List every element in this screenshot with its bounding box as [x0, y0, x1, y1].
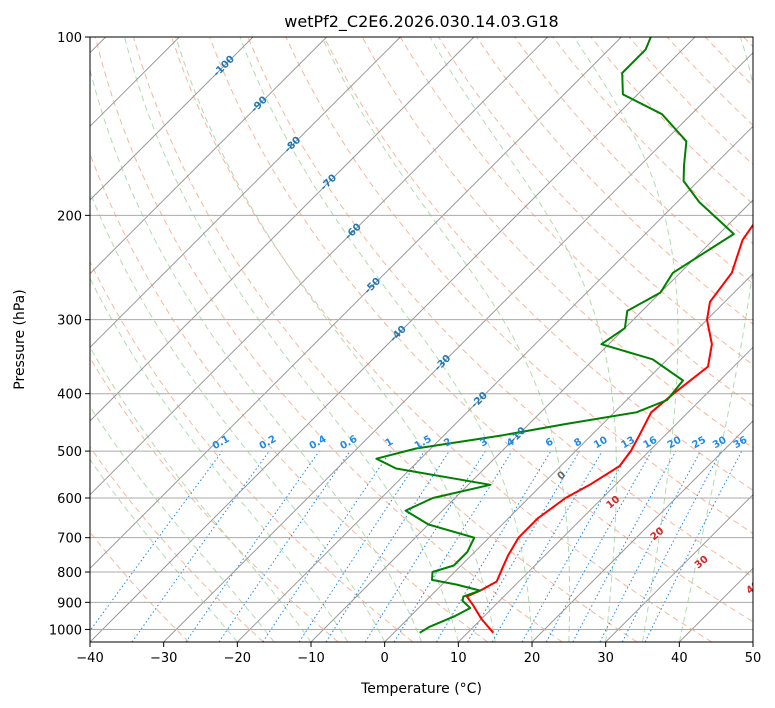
temperature-line: [465, 223, 753, 634]
moist-adiabat: [90, 277, 349, 642]
dry-adiabat: [132, 37, 638, 642]
mixing-ratio-line: [90, 450, 223, 632]
y-tick-label: 100: [57, 31, 82, 46]
x-tick-label: −40: [76, 651, 103, 666]
dewpoint-line: [375, 37, 735, 634]
y-tick-label: 800: [57, 566, 82, 581]
x-tick-label: 40: [671, 651, 688, 666]
mixing-ratio-label: 6: [544, 436, 556, 449]
mixing-ratio-label: 4: [505, 436, 517, 449]
moist-adiabat: [175, 37, 496, 642]
mixing-ratio-line: [644, 450, 743, 642]
dry-adiabat: [90, 260, 414, 642]
mixing-ratio-label: 8: [572, 436, 584, 449]
dry-adiabat: [209, 37, 753, 623]
chart-title: wetPf2_C2E6.2026.030.14.03.G18: [284, 12, 558, 32]
x-tick-label: −10: [297, 651, 324, 666]
axis-layer: −40 −30 −20 −10 0 10 20 30 40 50 100 200 300 400 500 60…: [49, 31, 761, 666]
isotherm-line: [90, 37, 696, 642]
dry-adiabat: [285, 37, 753, 535]
moist-adiabat: [429, 37, 617, 642]
x-tick-label: 20: [524, 651, 541, 666]
isotherm-line: [90, 37, 622, 570]
x-tick-label: 0: [381, 651, 389, 666]
mixing-ratio-line: [545, 450, 653, 642]
x-tick-label: 10: [450, 651, 467, 666]
y-tick-label: 300: [57, 314, 82, 329]
dry-adiabat: [247, 37, 753, 578]
y-tick-label: 200: [57, 209, 82, 224]
data-layer: [375, 37, 753, 634]
x-tick-label: 50: [745, 651, 762, 666]
isotherm-line: [163, 51, 753, 642]
isotherm-line: [310, 199, 753, 642]
isotherm-line: [531, 420, 753, 642]
dry-adiabat: [94, 37, 563, 642]
grid-layer: [90, 37, 753, 642]
moist-adiabat: [573, 37, 679, 642]
mixing-ratio-label: 3: [478, 436, 490, 449]
mixing-ratio-line: [325, 450, 450, 642]
y-axis-label: Pressure (hPa): [12, 289, 28, 389]
y-tick-label: 700: [57, 532, 82, 547]
moist-adiabat: [239, 37, 533, 642]
moist-adiabat: [678, 37, 753, 642]
dry-adiabat: [171, 37, 712, 642]
isotherm-line: [90, 37, 475, 422]
isotherm-line: [457, 346, 753, 642]
moist-adiabat: [90, 405, 275, 642]
dry-adiabat: [514, 37, 753, 285]
moist-adiabat: [90, 67, 422, 642]
y-tick-label: 1000: [49, 623, 82, 638]
moist-adiabat: [321, 37, 571, 642]
y-tick-label: 600: [57, 492, 82, 507]
mixing-ratio-line: [393, 450, 513, 642]
moist-adiabat: [124, 37, 459, 642]
mixing-ratio-line: [298, 450, 425, 642]
dry-adiabat: [476, 37, 753, 325]
dry-adiabat: [90, 356, 339, 642]
dry-adiabat: [323, 37, 753, 491]
plot-frame: [89, 36, 754, 643]
y-tick-label: 400: [57, 388, 82, 403]
mixing-ratio-line: [218, 450, 351, 642]
mixing-ratio-line: [521, 450, 630, 642]
mixing-ratio-line: [131, 450, 270, 642]
x-tick-label: −30: [150, 651, 177, 666]
mixing-ratio-line: [262, 450, 392, 642]
x-axis-label: Temperature (°C): [360, 681, 482, 697]
isotherm-line: [384, 272, 753, 642]
x-tick-label: 30: [597, 651, 614, 666]
isotherm-line: [90, 37, 254, 201]
moist-adiabat: [90, 190, 386, 642]
y-tick-label: 900: [57, 596, 82, 611]
wetbulb-label: 40: [744, 579, 762, 596]
y-tick-label: 500: [57, 445, 82, 460]
mixing-ratio-line: [572, 450, 677, 642]
dry-adiabat: [90, 446, 264, 642]
isotherm-line: [90, 37, 549, 496]
isotherm-line: [90, 37, 401, 349]
mixing-ratio-label: 2: [442, 436, 454, 449]
isotherm-line: [90, 37, 328, 275]
moist-adiabat: [90, 458, 238, 642]
isotherm-line: [236, 125, 753, 642]
x-tick-label: −20: [224, 651, 251, 666]
isotherm-line: [605, 493, 753, 642]
mixing-ratio-label: 1: [384, 436, 396, 449]
mixing-ratio-line: [185, 450, 320, 642]
